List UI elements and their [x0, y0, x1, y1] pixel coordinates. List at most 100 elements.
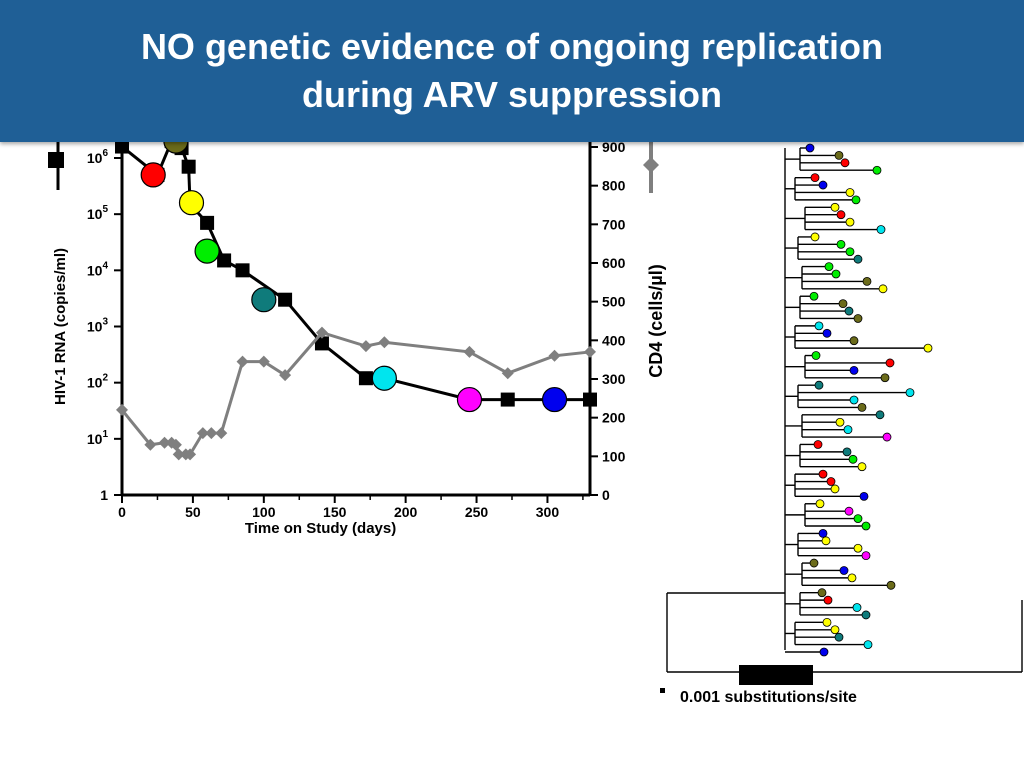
y-right-tick-label: 900 — [602, 139, 626, 155]
tree-leaf — [818, 469, 828, 479]
tree-leaf — [861, 521, 871, 531]
tree-leaf — [814, 321, 824, 331]
tree-leaf — [844, 506, 854, 516]
tree-leaf — [863, 640, 873, 649]
rna-data-point — [217, 253, 232, 268]
tree-leaf — [823, 595, 833, 605]
tree-leaf — [822, 328, 832, 338]
tick-base: 10 — [87, 431, 103, 447]
cd4-data-point — [158, 436, 171, 449]
tree-leaf — [818, 529, 828, 538]
y-right-tick-label: 600 — [602, 255, 626, 271]
cd4-data-point — [584, 345, 596, 358]
tree-leaf — [853, 254, 863, 264]
tree-leaf — [853, 543, 863, 553]
rna-data-point — [314, 336, 329, 351]
tree-leaf — [851, 195, 861, 205]
sample-marker — [251, 287, 277, 313]
tree-leaf — [878, 284, 888, 294]
sample-marker — [140, 162, 166, 188]
y-left-tick-label: 102 — [87, 373, 109, 391]
tree-leaf — [838, 299, 848, 309]
tree-leaf — [819, 647, 829, 657]
y-right-tick-label: 500 — [602, 294, 626, 310]
tree-leaf — [809, 558, 819, 568]
y-right-tick-label: 200 — [602, 410, 626, 426]
cd4-data-point — [279, 369, 292, 382]
tree-leaf — [847, 573, 857, 583]
cd4-data-point — [184, 448, 197, 461]
x-tick-label: 0 — [118, 504, 126, 520]
tick-base: 10 — [87, 319, 103, 335]
tree-leaf — [849, 365, 859, 375]
y-left-tick-label: 103 — [87, 317, 109, 335]
slide-title-line-1: NO genetic evidence of ongoing replicati… — [140, 26, 884, 67]
tree-scale-bar — [739, 665, 813, 685]
tick-base: 10 — [87, 262, 103, 278]
rna-data-point — [115, 139, 129, 154]
tree-leaf — [810, 173, 820, 183]
y-left-axis-title: HIV-1 RNA (copies/ml) — [52, 248, 69, 405]
tick-base: 10 — [87, 375, 103, 391]
rna-data-point — [278, 292, 293, 307]
tick-base: 10 — [87, 150, 103, 166]
tree-leaf — [815, 499, 825, 509]
tree-leaf — [830, 625, 840, 635]
tree-leaf — [876, 225, 886, 234]
x-axis-title: Time on Study (days) — [245, 520, 396, 537]
tree-leaf — [817, 588, 827, 598]
cd4-data-point — [378, 336, 391, 349]
y-left-tick-label: 105 — [87, 204, 109, 222]
tree-leaf — [840, 158, 850, 168]
tree-leaf — [834, 151, 844, 160]
tick-exponent: 1 — [102, 429, 108, 440]
tick-exponent: 5 — [102, 204, 108, 215]
tick-base: 10 — [87, 206, 103, 222]
y-right-tick-label: 800 — [602, 178, 626, 194]
tree-leaf — [861, 610, 871, 620]
tree-leaf — [905, 388, 915, 397]
rna-data-point — [583, 392, 597, 407]
x-tick-label: 50 — [185, 504, 201, 520]
tree-leaf — [848, 454, 858, 464]
rna-data-point — [235, 263, 250, 278]
tree-leaf — [836, 239, 846, 249]
tree-leaf — [824, 262, 834, 271]
rna-data-point — [500, 392, 515, 407]
tree-leaf — [842, 447, 852, 457]
y-left-tick-label: 1 — [100, 487, 108, 503]
tree-leaf — [839, 566, 849, 575]
cd4-data-point — [169, 438, 182, 451]
tree-leaf — [849, 395, 859, 405]
x-tick-label: 250 — [465, 504, 489, 520]
tree-leaf — [852, 603, 862, 612]
x-tick-label: 300 — [536, 504, 560, 520]
y-right-axis-title: CD4 (cells/µl) — [646, 264, 666, 377]
tree-leaf — [843, 425, 853, 435]
rna-data-point — [181, 159, 196, 174]
tree-leaf — [923, 343, 933, 353]
tree-leaf — [836, 210, 846, 220]
tree-leaf — [853, 514, 863, 523]
sample-marker — [456, 386, 483, 413]
cd4-data-point — [144, 438, 157, 451]
y-left-tick-label: 101 — [87, 429, 109, 447]
tick-exponent: 4 — [102, 260, 108, 271]
tree-leaf — [826, 477, 836, 486]
tree-leaf — [831, 269, 841, 279]
tree-leaf — [845, 217, 855, 227]
tree-leaf — [875, 410, 885, 420]
tree-leaf — [885, 358, 895, 368]
tick-exponent: 6 — [102, 148, 108, 159]
tree-leaf — [882, 432, 892, 442]
y-left-tick-label: 104 — [87, 260, 109, 278]
cd4-data-point — [116, 403, 128, 416]
tree-leaf — [886, 580, 896, 590]
tree-leaf — [845, 247, 855, 257]
cd4-data-point — [463, 345, 476, 358]
tree-leaf — [821, 536, 831, 546]
x-tick-label: 150 — [323, 504, 347, 520]
tree-leaf — [835, 417, 845, 427]
